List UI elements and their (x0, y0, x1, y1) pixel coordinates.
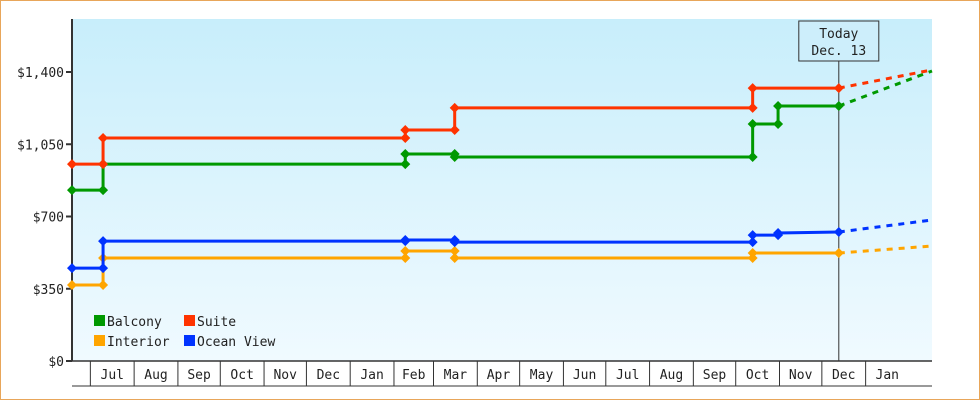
today-box (798, 20, 880, 62)
balcony-point (400, 159, 411, 170)
interior-point (747, 248, 758, 259)
y-tick-label: $1,050 (17, 138, 64, 153)
x-tick-label: May (530, 368, 554, 383)
balcony-point (67, 185, 77, 196)
interior-point (400, 252, 411, 263)
legend: Balcony Suite Interior Ocean View (94, 315, 275, 350)
today-date: Dec. 13 (811, 44, 866, 59)
x-axis: Jul Aug Sep Oct Nov Dec Jan Feb Mar Apr May Jun Jul A… (72, 360, 932, 387)
suite-point (98, 133, 109, 144)
suite-point (833, 83, 844, 94)
y-axis: $0 $350 $700 $1,050 $1,400 (17, 19, 73, 370)
balcony-projection-line (838, 69, 933, 108)
series-suite (67, 68, 933, 170)
suite-point (747, 102, 758, 113)
interior-point (98, 280, 109, 291)
x-tick-label: Aug (144, 368, 167, 383)
balcony-point (773, 101, 784, 112)
x-tick-label: Nov (789, 368, 813, 383)
x-tick-label: Oct (746, 368, 769, 383)
suite-point (400, 133, 411, 144)
suite-point (67, 159, 77, 170)
ocean-view-point (98, 236, 109, 247)
x-tick-label: Aug (660, 368, 683, 383)
interior-point (67, 280, 77, 291)
x-tick-label: Mar (444, 368, 468, 383)
interior-point (400, 245, 411, 256)
legend-label: Ocean View (197, 335, 275, 350)
x-tick-label: Jul (616, 368, 639, 383)
x-tick-label: Oct (230, 368, 253, 383)
legend-label: Balcony (107, 315, 162, 330)
x-tick-label: Sep (703, 368, 727, 383)
today-marker: Today Dec. 13 (798, 20, 880, 361)
balcony-point (773, 119, 784, 130)
suite-projection-line (838, 68, 933, 90)
ocean-view-point (400, 235, 411, 246)
plot-area (72, 19, 932, 361)
legend-label: Interior (107, 335, 170, 350)
series-group (67, 68, 933, 291)
ocean-view-point (747, 237, 758, 248)
x-tick-label: Nov (273, 368, 297, 383)
x-tick-label: Jan (876, 368, 899, 383)
balcony-point (98, 185, 109, 196)
suite-point (98, 159, 109, 170)
balcony-point (833, 101, 844, 112)
suite-point (449, 125, 460, 136)
today-label: Today (819, 27, 858, 42)
x-tick-label: Sep (187, 368, 211, 383)
balcony-point (747, 152, 758, 163)
ocean-view-projection-line (838, 218, 933, 234)
legend-swatch (184, 315, 195, 326)
y-tick-label: $0 (48, 355, 64, 370)
ocean-view-point (747, 230, 758, 241)
legend-swatch (184, 335, 195, 346)
legend-swatch (94, 335, 105, 346)
ocean-view-point (833, 226, 844, 237)
interior-point (449, 245, 460, 256)
ocean-view-point (67, 263, 77, 274)
y-tick-label: $700 (33, 211, 64, 226)
suite-line (72, 86, 839, 166)
suite-point (449, 102, 460, 113)
ocean-view-point (449, 237, 460, 248)
ocean-view-point (98, 263, 109, 274)
series-ocean-view (67, 218, 933, 274)
x-tick-label: Jun (573, 368, 596, 383)
x-tick-label: Dec (317, 368, 340, 383)
interior-projection-line (838, 244, 933, 255)
x-tick-label: Jan (360, 368, 383, 383)
x-tick-label: Apr (487, 368, 511, 383)
legend-label: Suite (197, 315, 236, 330)
balcony-point (400, 148, 411, 159)
legend-swatch (94, 315, 105, 326)
y-tick-label: $350 (33, 283, 64, 298)
ocean-view-point (773, 228, 784, 239)
balcony-point (747, 119, 758, 130)
y-tick-label: $1,400 (17, 66, 64, 81)
x-tick-label: Feb (402, 368, 426, 383)
x-tick-label: Jul (101, 368, 124, 383)
x-tick-label: Dec (832, 368, 855, 383)
interior-point (449, 252, 460, 263)
balcony-point (449, 152, 460, 163)
interior-point (833, 248, 844, 259)
suite-point (747, 83, 758, 94)
suite-point (400, 125, 411, 136)
